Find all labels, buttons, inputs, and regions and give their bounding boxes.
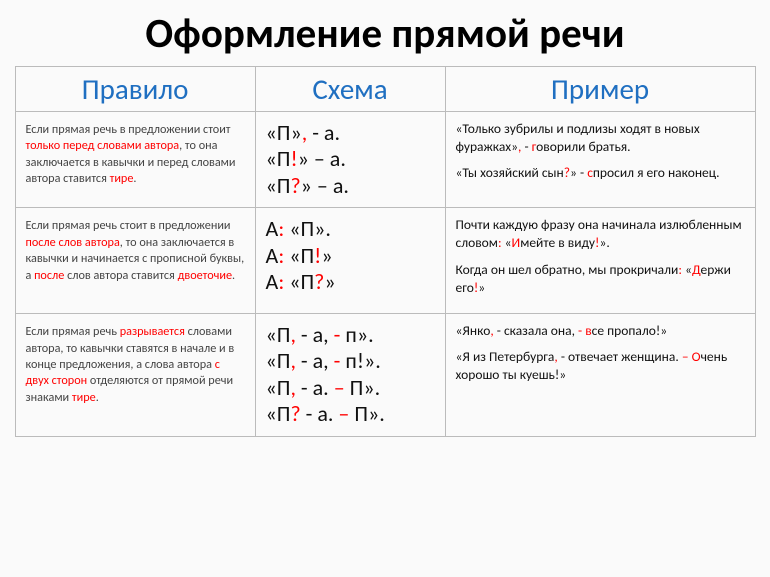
rule-text: Если прямая речь разрывается словами авт… — [15, 314, 255, 437]
header-scheme: Схема — [255, 67, 445, 112]
example-text: «Янко, - сказала она, - все пропало!» «Я… — [445, 314, 755, 437]
table-row: Если прямая речь стоит в предложении пос… — [15, 208, 755, 314]
header-rule: Правило — [15, 67, 255, 112]
rules-table: Правило Схема Пример Если прямая речь в … — [15, 66, 756, 437]
example-text: Почти каждую фразу она начинала излюблен… — [445, 208, 755, 314]
scheme-text: «П, - а, - п».«П, - а, - п!».«П, - а. – … — [255, 314, 445, 437]
scheme-text: А: «П».А: «П!»А: «П?» — [255, 208, 445, 314]
scheme-text: «П», - а.«П!» – а.«П?» – а. — [255, 112, 445, 208]
header-example: Пример — [445, 67, 755, 112]
rule-text: Если прямая речь стоит в предложении пос… — [15, 208, 255, 314]
rule-text: Если прямая речь в предложении стоит тол… — [15, 112, 255, 208]
example-text: «Только зубрилы и подлизы ходят в новых … — [445, 112, 755, 208]
table-row: Если прямая речь в предложении стоит тол… — [15, 112, 755, 208]
table-row: Если прямая речь разрывается словами авт… — [15, 314, 755, 437]
slide-title: Оформление прямой речи — [0, 0, 770, 66]
